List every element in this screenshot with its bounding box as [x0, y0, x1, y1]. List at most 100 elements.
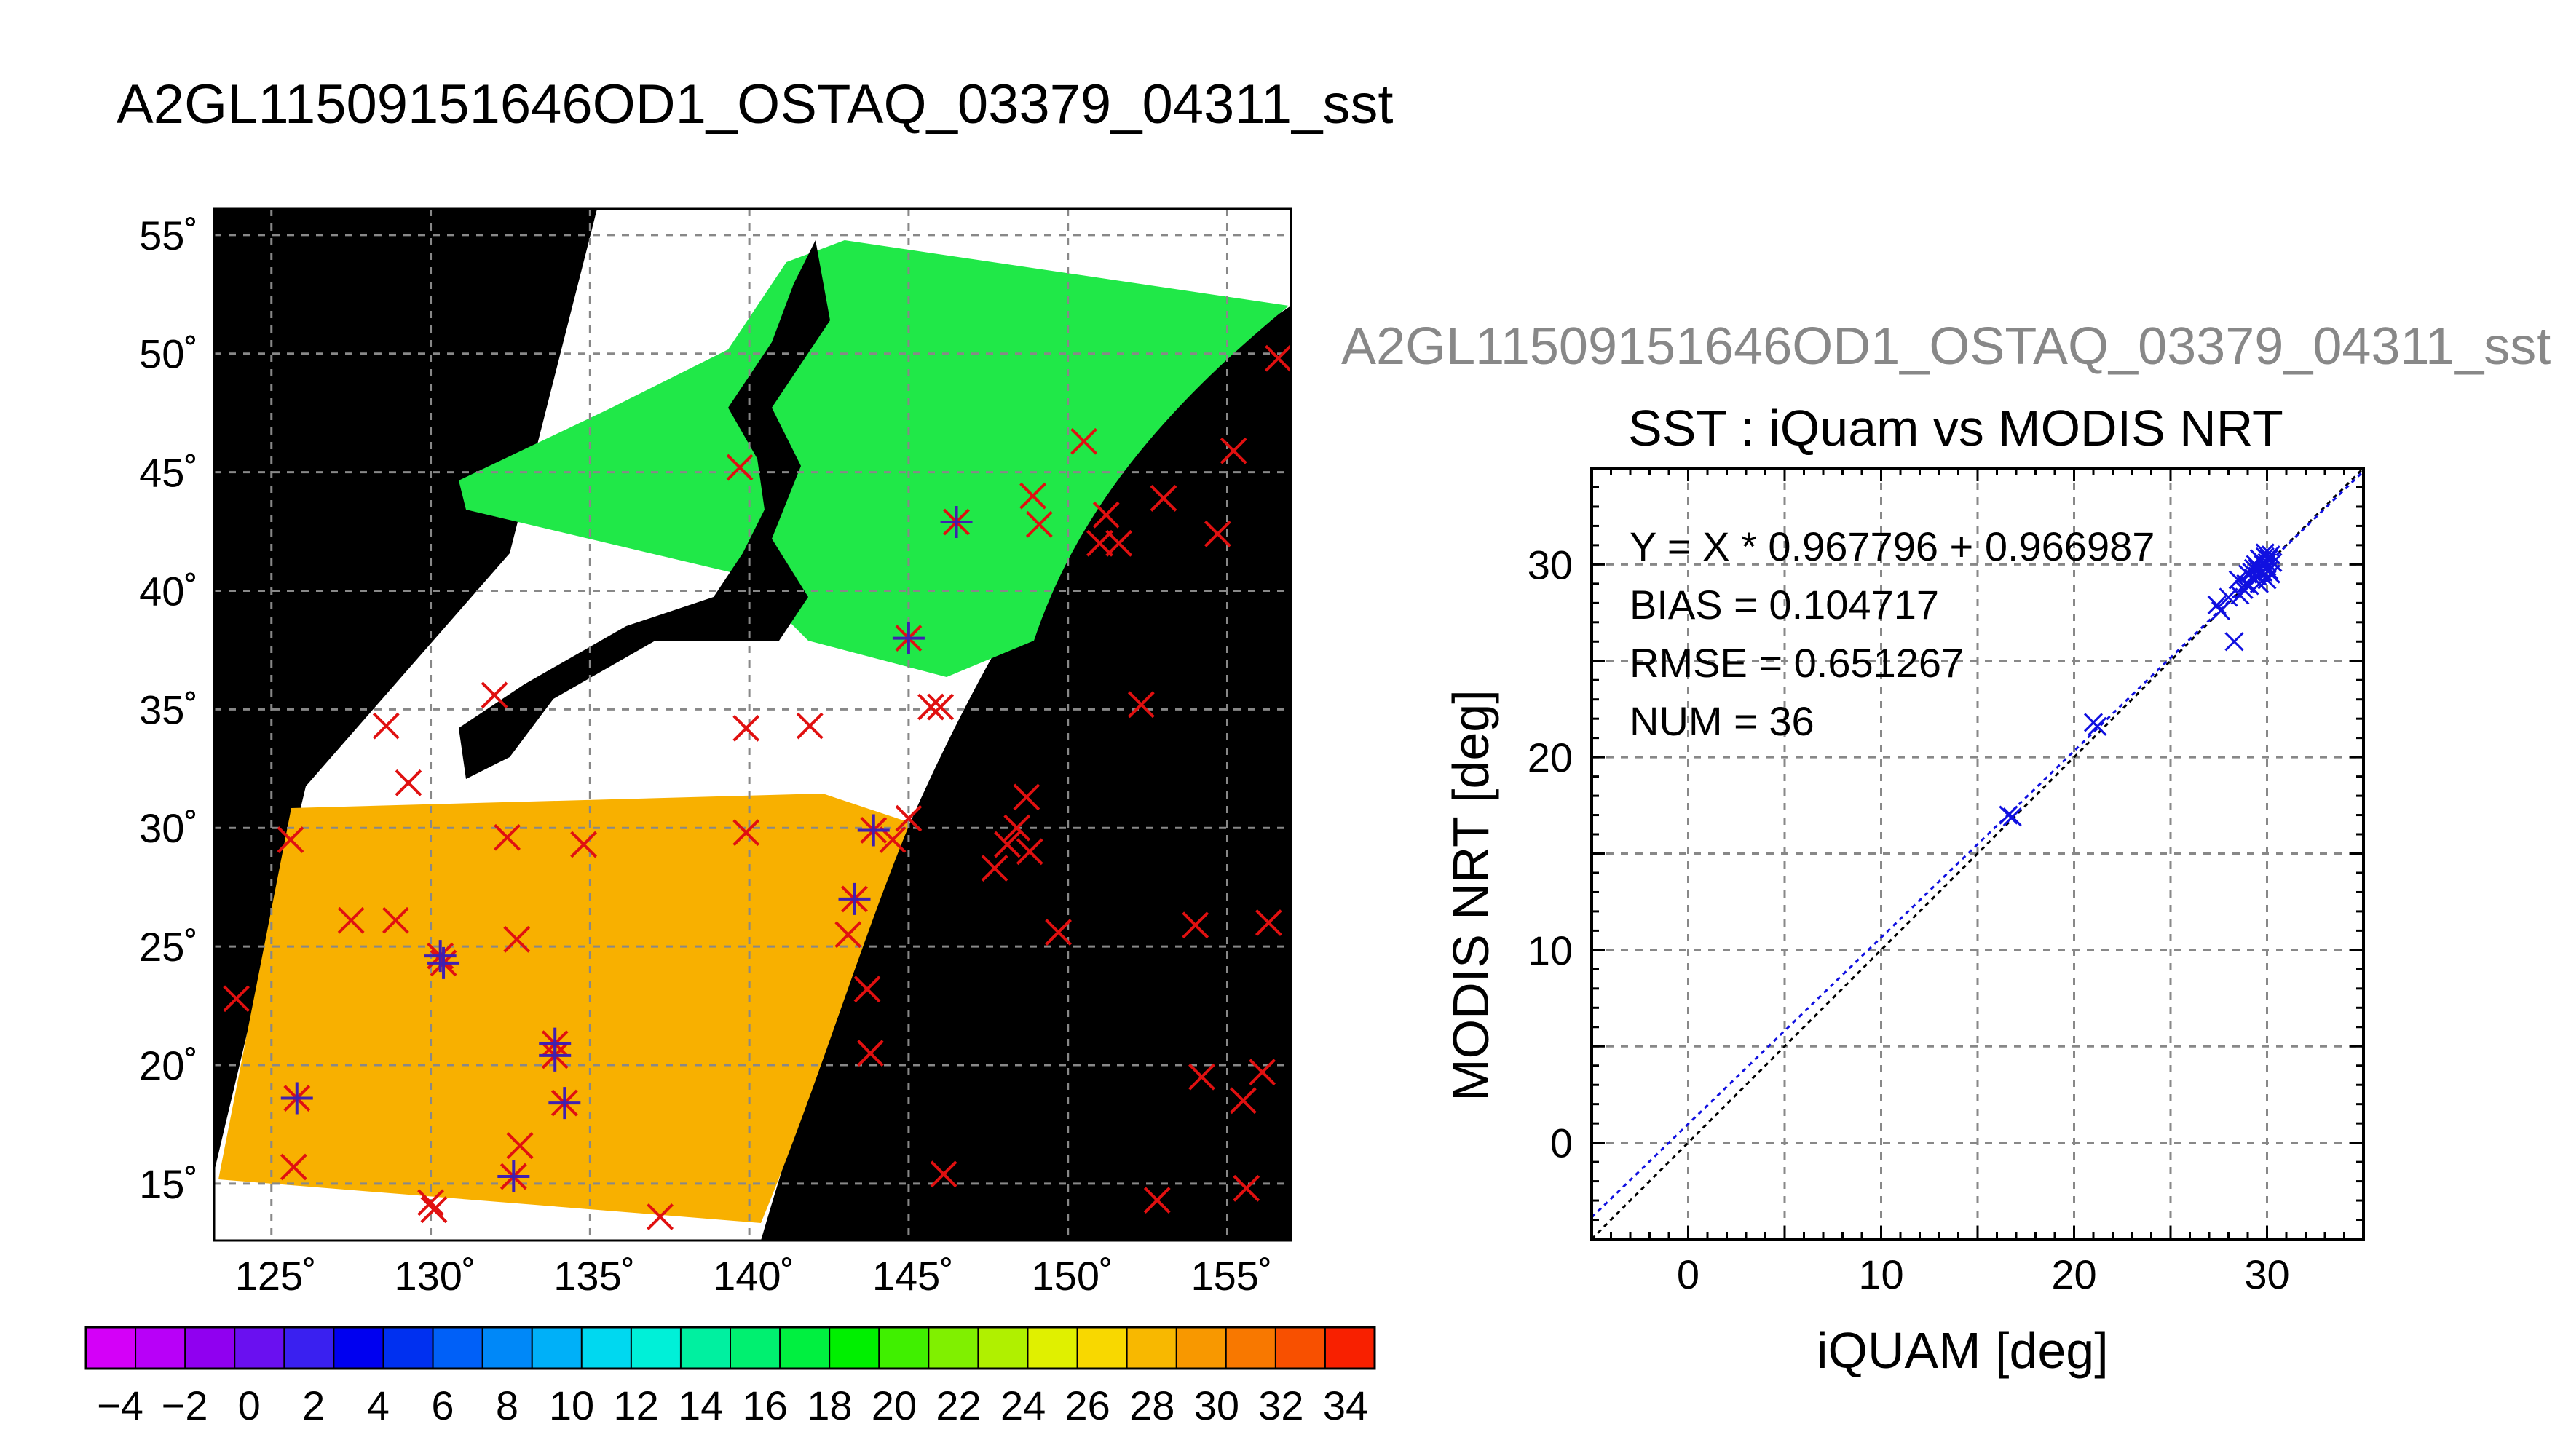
scatter-point [2207, 595, 2227, 615]
scatter-point [2242, 562, 2262, 582]
obs-marker [1204, 520, 1231, 547]
colorbar-tick-label: 32 [1258, 1382, 1303, 1428]
scatter-point [2243, 558, 2264, 578]
obs-marker [280, 1153, 307, 1181]
obs-marker [726, 454, 754, 481]
y-tick-label: 30 [1528, 542, 1573, 587]
obs-marker [1220, 437, 1247, 464]
obs-marker [1105, 529, 1133, 557]
obs-marker [895, 804, 923, 832]
obs-marker [1127, 691, 1155, 719]
y-tick-label: 20 [1528, 735, 1573, 780]
scatter-points [1999, 543, 2283, 827]
colorbar-swatch [482, 1327, 533, 1369]
lat-tick-label: 20˚ [139, 1042, 198, 1088]
map-lat-tick-labels: 55˚ 50˚ 45˚ 40˚ 35˚ 30˚ 25˚ 20˚ 15˚ [139, 213, 198, 1207]
obs-marker [1265, 344, 1292, 372]
lat-tick-label: 15˚ [139, 1161, 198, 1207]
obs-marker [1092, 501, 1120, 529]
matchup-marker [857, 814, 890, 847]
scatter-point [2257, 553, 2277, 572]
obs-marker [1229, 1087, 1257, 1115]
obs-marker [494, 823, 521, 851]
scatter-point [2002, 807, 2022, 827]
map-title: A2GL11509151646OD1_OSTAQ_03379_04311_sst [117, 74, 1394, 135]
colorbar-swatch [631, 1327, 682, 1369]
scatter-point [2088, 716, 2107, 736]
y-tick-label: 0 [1550, 1120, 1573, 1166]
colorbar-swatch [1077, 1327, 1128, 1369]
colorbar-swatch [284, 1327, 334, 1369]
map-sst-swath-south [218, 794, 910, 1223]
obs-marker [1188, 1063, 1215, 1091]
colorbar-tick-label: 20 [872, 1382, 917, 1428]
stats-rmse: RMSE = 0.651267 [1630, 640, 1964, 686]
obs-marker [277, 826, 304, 853]
map-land-japan [459, 240, 830, 779]
colorbar-swatch [680, 1327, 731, 1369]
matchup-marker [940, 505, 973, 538]
obs-marker [1150, 484, 1177, 512]
obs-marker [1003, 814, 1031, 842]
obs-marker [395, 769, 422, 796]
colorbar-tick-label: 2 [302, 1382, 325, 1428]
lat-tick-label: 30˚ [139, 805, 198, 851]
x-tick-label: 20 [2051, 1251, 2096, 1297]
obs-marker [930, 1160, 957, 1188]
matchup-marker [280, 1082, 313, 1115]
obs-marker [1143, 1187, 1171, 1214]
map-sst-swath-north [459, 240, 1289, 677]
obs-marker [994, 831, 1021, 858]
fit-line [1590, 470, 2365, 1219]
scatter-y-tick-labels: 0 10 20 30 [1528, 542, 1573, 1166]
obs-marker [1255, 909, 1282, 936]
colorbar-swatch [581, 1327, 632, 1369]
colorbar [84, 1326, 1376, 1370]
obs-marker [570, 831, 598, 858]
scatter-point [2219, 587, 2238, 607]
colorbar-tick-label: 34 [1323, 1382, 1368, 1428]
matchup-marker [424, 940, 457, 973]
scatter-frame [1590, 467, 2365, 1241]
colorbar-swatch [383, 1327, 434, 1369]
obs-marker [834, 921, 862, 949]
colorbar-tick-label: 12 [613, 1382, 658, 1428]
obs-marker [503, 925, 531, 953]
colorbar-tick-label: 22 [936, 1382, 981, 1428]
scatter-title: SST : iQuam vs MODIS NRT [1628, 400, 2283, 456]
obs-marker [382, 906, 409, 934]
obs-marker [1019, 482, 1046, 510]
obs-marker [1249, 1059, 1276, 1086]
x-tick-label: 10 [1858, 1251, 1903, 1297]
obs-marker [853, 976, 881, 1003]
obs-marker [420, 1196, 448, 1224]
obs-marker [372, 712, 400, 740]
obs-marker [481, 681, 508, 709]
x-tick-label: 0 [1677, 1251, 1699, 1297]
map-lon-tick-labels: 125˚ 130˚ 135˚ 140˚ 145˚ 150˚ 155˚ [235, 1253, 1273, 1299]
colorbar-swatch [1225, 1327, 1276, 1369]
colorbar-swatch [978, 1327, 1028, 1369]
colorbar-swatch [1126, 1327, 1177, 1369]
matchup-marker [539, 1039, 572, 1072]
scatter-file-label: A2GL11509151646OD1_OSTAQ_03379_04311_sst [1341, 317, 2551, 376]
scatter-point [2211, 601, 2230, 620]
obs-marker [917, 693, 944, 721]
colorbar-tick-label: 6 [431, 1382, 454, 1428]
colorbar-tick-labels: −4 −2 0 2 4 6 8 10 12 14 16 18 20 22 24 26 28 30 32 34 [97, 1382, 1368, 1428]
obs-marker [796, 712, 824, 740]
obs-marker [506, 1132, 534, 1160]
lat-tick-label: 50˚ [139, 331, 198, 377]
obs-marker [1013, 783, 1040, 811]
colorbar-tick-label: 14 [678, 1382, 723, 1428]
colorbar-tick-label: 10 [549, 1382, 594, 1428]
stats-bias: BIAS = 0.104717 [1630, 582, 1940, 628]
lon-tick-label: 130˚ [395, 1253, 476, 1299]
colorbar-tick-label: 24 [1000, 1382, 1046, 1428]
y-tick-label: 10 [1528, 927, 1573, 973]
colorbar-swatch [730, 1327, 781, 1369]
matchup-marker [548, 1087, 581, 1120]
colorbar-swatch [135, 1327, 186, 1369]
colorbar-swatch [1176, 1327, 1227, 1369]
